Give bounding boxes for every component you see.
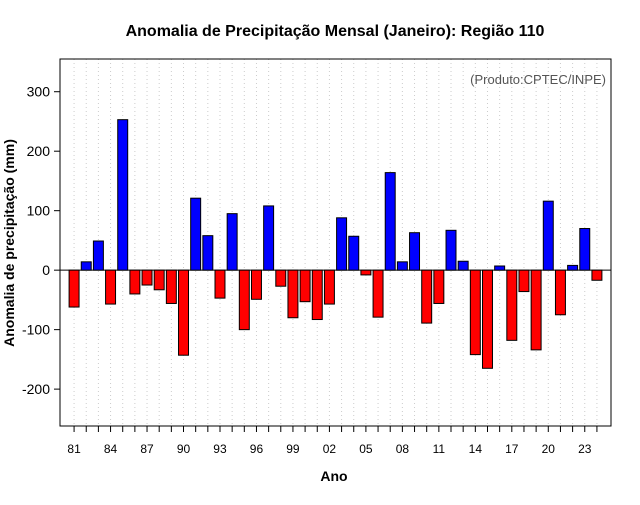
- y-tick-label: 300: [27, 84, 51, 100]
- bar-2002: [323, 269, 335, 305]
- y-tick-label: -100: [22, 322, 50, 338]
- bar-2004: [348, 235, 360, 271]
- source-annotation: (Produto:CPTEC/INPE): [470, 72, 606, 87]
- bar-2024: [591, 269, 603, 281]
- bar-2020: [542, 200, 554, 271]
- bar-1997: [263, 205, 275, 271]
- bar-2009: [409, 232, 421, 271]
- y-tick-label: 100: [27, 203, 51, 219]
- bar-2022: [567, 264, 579, 271]
- x-axis-ticks: 81 84 87 90 93 96 99 02 05 08 11 14 17 20 23: [67, 426, 598, 456]
- bar-2001: [311, 269, 323, 321]
- x-tick-label: 96: [250, 442, 264, 456]
- bar-2021: [554, 269, 566, 316]
- bar-2015: [482, 269, 493, 369]
- bar-1993: [214, 269, 226, 299]
- y-tick-label: -200: [22, 381, 50, 397]
- x-tick-label: 17: [505, 442, 519, 456]
- bar-2012: [445, 229, 457, 271]
- bar-1986: [129, 269, 141, 295]
- x-axis-title: Ano: [320, 468, 347, 484]
- bar-1982: [80, 261, 92, 271]
- x-tick-label: 02: [323, 442, 337, 456]
- bar-1995: [238, 269, 250, 331]
- x-tick-label: 11: [433, 442, 446, 456]
- bar-1996: [250, 269, 262, 300]
- x-tick-label: 08: [396, 442, 410, 456]
- x-tick-label: 90: [177, 442, 191, 456]
- y-tick-label: 0: [42, 262, 50, 278]
- bar-1994: [226, 213, 238, 271]
- y-axis-ticks: -200 -100 0 100 200 300: [22, 84, 60, 397]
- bar-2019: [530, 269, 542, 351]
- x-tick-label: 84: [104, 442, 118, 456]
- plot-area-frame: [59, 58, 612, 427]
- y-axis-title: Anomalia de precipitação (mm): [1, 139, 17, 347]
- x-tick-label: 14: [469, 442, 483, 456]
- bar-1990: [178, 269, 189, 356]
- bar-2013: [457, 260, 469, 271]
- bar-2000: [299, 269, 311, 303]
- x-tick-label: 23: [578, 442, 592, 456]
- bar-2023: [579, 228, 591, 271]
- bar-1983: [92, 240, 104, 271]
- x-tick-label: 99: [286, 442, 300, 456]
- x-tick-label: 81: [67, 442, 81, 456]
- x-tick-label: 20: [542, 442, 556, 456]
- bar-2006: [372, 269, 384, 318]
- bar-1984: [105, 269, 117, 305]
- bar-1999: [287, 269, 299, 319]
- bar-2010: [421, 269, 433, 324]
- bar-2018: [518, 269, 530, 293]
- bar-1992: [202, 235, 214, 271]
- bar-1998: [275, 269, 287, 287]
- bar-2017: [506, 269, 518, 341]
- x-tick-label: 05: [359, 442, 373, 456]
- chart-title: Anomalia de Precipitação Mensal (Janeiro…: [126, 23, 545, 40]
- bar-1985: [117, 119, 129, 271]
- bar-1981: [68, 269, 80, 308]
- bar-1987: [141, 269, 153, 286]
- bars: [68, 119, 603, 369]
- bar-2005: [360, 269, 372, 276]
- bar-1991: [190, 197, 202, 271]
- bar-2007: [384, 172, 396, 271]
- y-tick-label: 200: [27, 143, 51, 159]
- x-tick-label: 93: [213, 442, 227, 456]
- bar-2016: [494, 265, 506, 271]
- bar-2008: [396, 261, 408, 271]
- bar-2011: [433, 269, 445, 304]
- bar-2014: [469, 269, 481, 356]
- bar-2003: [336, 217, 348, 271]
- bar-1988: [153, 269, 165, 291]
- bar-1989: [165, 269, 177, 304]
- x-tick-label: 87: [140, 442, 154, 456]
